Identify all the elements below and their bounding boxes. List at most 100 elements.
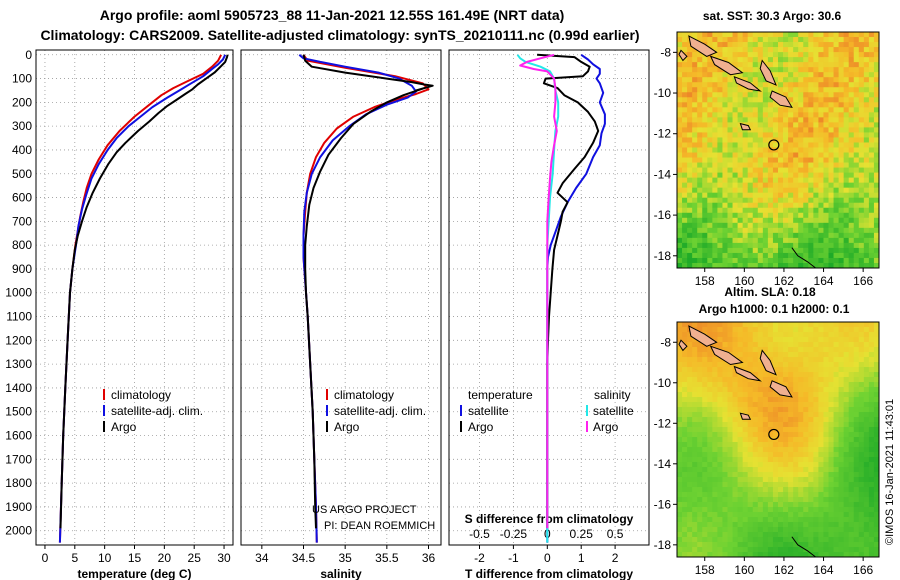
map-lat-label: -12 bbox=[654, 416, 672, 430]
imos-watermark: ©IMOS 16-Jan-2021 11:43:01 bbox=[884, 399, 896, 545]
plot-frame bbox=[240, 49, 442, 546]
x-tick-label: 20 bbox=[158, 551, 172, 565]
y-tick-label: 600 bbox=[12, 191, 32, 205]
title-line-2: Climatology: CARS2009. Satellite-adjuste… bbox=[40, 27, 639, 43]
sst-map: 158 160 162 164 166 -8 -10 -12 -14 -16 -18 bbox=[654, 31, 880, 288]
map-lon-label: 166 bbox=[853, 274, 873, 288]
map-frame bbox=[676, 321, 880, 558]
x-tick-label: 36 bbox=[422, 551, 436, 565]
y-tick-label: 1500 bbox=[5, 405, 32, 419]
float-position-marker bbox=[768, 139, 780, 151]
map-lon-label: 164 bbox=[814, 563, 834, 577]
temperature-legend: climatology satellite-adj. clim. Argo bbox=[103, 388, 203, 434]
legend-mark-temp-satellite bbox=[460, 405, 462, 416]
map-lon-label: 158 bbox=[695, 274, 715, 288]
legend-mark-argo bbox=[103, 421, 105, 432]
secondary-x-tick-label: -0.5 bbox=[469, 527, 490, 541]
x-tick-label: -1 bbox=[508, 551, 519, 565]
island-shape bbox=[759, 59, 777, 86]
x-tick-label: 1 bbox=[578, 551, 585, 565]
map-lon-label: 164 bbox=[814, 274, 834, 288]
island-shape bbox=[769, 380, 793, 398]
map-lat-label: -8 bbox=[660, 45, 671, 59]
y-tick-label: 100 bbox=[12, 72, 32, 86]
island-shape bbox=[739, 412, 752, 420]
x-tick-label: 0 bbox=[544, 551, 551, 565]
map-lat-label: -10 bbox=[654, 86, 672, 100]
legend-header-salinity: salinity bbox=[594, 388, 631, 402]
series-line-salinity-satellite bbox=[516, 54, 560, 543]
legend-label-sal-satellite: satellite bbox=[593, 404, 634, 418]
legend-mark-satellite bbox=[326, 405, 328, 416]
x-axis-label: salinity bbox=[320, 567, 362, 580]
map-lat-label: -8 bbox=[660, 335, 671, 349]
series-line-climatology bbox=[302, 54, 430, 543]
map-lat-label: -12 bbox=[654, 127, 672, 141]
legend-label-climatology: climatology bbox=[111, 388, 171, 402]
temperature-panel: 0100200300400500600700800900100011001200… bbox=[5, 48, 234, 580]
map-lon-label: 166 bbox=[853, 563, 873, 577]
map-lat-label: -16 bbox=[654, 208, 672, 222]
y-tick-label: 300 bbox=[12, 119, 32, 133]
map-color-field bbox=[677, 322, 880, 558]
island-shape bbox=[688, 35, 718, 57]
coastline bbox=[791, 247, 816, 269]
y-tick-label: 1700 bbox=[5, 452, 32, 466]
map-lat-label: -10 bbox=[654, 376, 672, 390]
series-line-temperature-satellite bbox=[546, 53, 606, 543]
legend-mark-sal-argo bbox=[586, 421, 588, 432]
legend-label-climatology: climatology bbox=[334, 388, 394, 402]
y-tick-label: 1000 bbox=[5, 286, 32, 300]
credit-project: US ARGO PROJECT bbox=[312, 504, 417, 516]
y-tick-label: 1100 bbox=[6, 310, 32, 324]
y-tick-label: 500 bbox=[12, 167, 32, 181]
x-tick-label: 34 bbox=[255, 551, 269, 565]
legend-header-temperature: temperature bbox=[468, 388, 533, 402]
series-line-salinity-argo bbox=[519, 53, 558, 529]
x-tick-label: 2 bbox=[612, 551, 619, 565]
y-tick-label: 800 bbox=[12, 238, 32, 252]
map-lon-label: 160 bbox=[734, 274, 754, 288]
x-tick-label: 35 bbox=[338, 551, 352, 565]
legend-mark-argo bbox=[326, 421, 328, 432]
credit-pi: PI: DEAN ROEMMICH bbox=[324, 520, 435, 532]
legend-label-sal-argo: Argo bbox=[593, 420, 619, 434]
map-lon-label: 162 bbox=[774, 563, 794, 577]
legend-mark-climatology bbox=[326, 389, 328, 400]
y-tick-label: 1300 bbox=[5, 357, 32, 371]
x-axis-label: T difference from climatology bbox=[465, 567, 633, 580]
legend-label-temp-argo: Argo bbox=[468, 420, 494, 434]
island-shape bbox=[769, 90, 793, 108]
map-lon-label: 158 bbox=[695, 563, 715, 577]
x-tick-label: 30 bbox=[217, 551, 231, 565]
y-tick-label: 1200 bbox=[5, 333, 32, 347]
map-color-field bbox=[677, 32, 880, 269]
legend-mark-satellite bbox=[103, 405, 105, 416]
legend-mark-temp-argo bbox=[460, 421, 462, 432]
map-frame bbox=[676, 31, 880, 269]
legend-label-argo: Argo bbox=[334, 420, 360, 434]
legend-label-satellite: satellite-adj. clim. bbox=[111, 404, 203, 418]
y-tick-label: 400 bbox=[12, 143, 32, 157]
sla-map-title-2: Argo h1000: 0.1 h2000: 0.1 bbox=[699, 302, 850, 316]
x-tick-label: 34.5 bbox=[292, 551, 316, 565]
y-tick-label: 1800 bbox=[5, 476, 32, 490]
secondary-x-tick-label: -0.25 bbox=[500, 527, 528, 541]
x-tick-label: 5 bbox=[71, 551, 78, 565]
legend-label-argo: Argo bbox=[111, 420, 137, 434]
map-lat-label: -16 bbox=[654, 497, 672, 511]
x-tick-label: 10 bbox=[98, 551, 112, 565]
salinity-panel: 34 34.5 35 35.5 36 salinity bbox=[240, 49, 442, 580]
y-tick-label: 1900 bbox=[5, 500, 32, 514]
legend-mark-climatology bbox=[103, 389, 105, 400]
x-tick-label: 25 bbox=[188, 551, 202, 565]
island-shape bbox=[739, 122, 752, 131]
map-lat-label: -14 bbox=[654, 457, 672, 471]
series-line-temperature-argo bbox=[537, 53, 600, 529]
coastline bbox=[791, 536, 816, 558]
difference-panel: -2 -1 0 1 2 T difference from climatology -0.5… bbox=[448, 49, 650, 580]
island-shape bbox=[709, 55, 744, 76]
y-tick-label: 900 bbox=[12, 262, 32, 276]
difference-legend: temperature salinity satellite Argo sate… bbox=[460, 388, 634, 434]
